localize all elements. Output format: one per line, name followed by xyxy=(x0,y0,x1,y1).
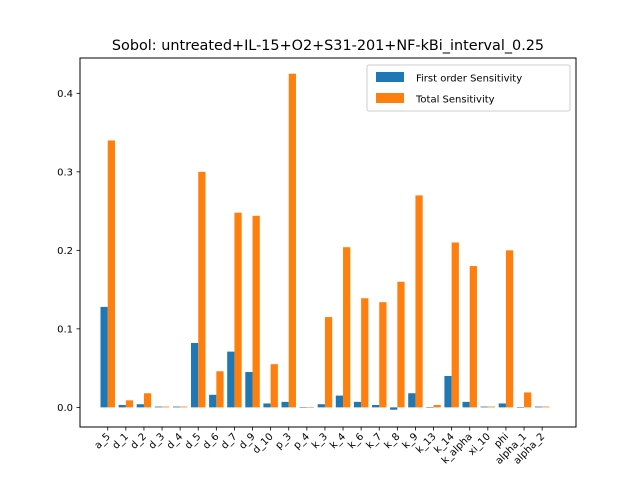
bar-total-d-2 xyxy=(143,393,152,408)
bar-first-order-d-7 xyxy=(227,351,235,408)
legend-swatch-first-order xyxy=(376,72,404,82)
bar-first-order-k-4 xyxy=(335,395,344,408)
y-tick-label: 0.1 xyxy=(57,324,73,335)
bar-total-p-3 xyxy=(288,73,296,408)
x-tick-label-k-8: k_8 xyxy=(383,431,403,451)
bar-first-order-k-14 xyxy=(444,375,452,408)
y-tick-label: 0.4 xyxy=(57,89,73,100)
bar-total-a-5 xyxy=(107,140,115,408)
bar-total-phi xyxy=(505,250,514,408)
legend-box xyxy=(366,64,571,112)
x-tick-label-d-10: d_10 xyxy=(251,431,276,456)
bar-total-d-5 xyxy=(198,171,206,408)
bar-total-d-4 xyxy=(180,406,188,408)
bar-first-order-d-1 xyxy=(118,405,126,408)
bar-total-p-4 xyxy=(306,407,315,408)
bars-group xyxy=(100,73,550,410)
bar-total-k-3 xyxy=(324,317,333,408)
bar-first-order-k-9 xyxy=(408,393,416,408)
x-tick-label-k-13: k_13 xyxy=(414,431,438,455)
bar-first-order-a-5 xyxy=(100,306,108,408)
bar-first-order-p-4 xyxy=(299,407,307,408)
y-tick-label: 0.3 xyxy=(57,167,73,178)
bar-first-order-alpha-1 xyxy=(516,407,525,408)
x-tick-label-d-1: d_1 xyxy=(111,431,131,451)
x-tick-label-k-4: k_4 xyxy=(328,431,348,451)
bar-total-k-9 xyxy=(415,195,423,408)
bar-first-order-k-13 xyxy=(426,407,434,408)
bar-total-d-3 xyxy=(162,406,170,408)
bar-first-order-d-6 xyxy=(209,394,217,408)
bar-first-order-d-3 xyxy=(154,406,163,408)
bar-first-order-d-9 xyxy=(245,372,253,408)
x-tick-label-k-7: k_7 xyxy=(364,431,384,451)
x-tick-label-k-3: k_3 xyxy=(310,431,330,451)
legend: First order Sensitivity Total Sensitivity xyxy=(366,64,571,112)
plot-frame xyxy=(79,57,577,428)
x-axis: a_5d_1d_2d_3d_4d_5d_6d_7d_9d_10p_3p_4k_3… xyxy=(93,427,547,467)
bar-first-order-d-5 xyxy=(191,342,199,408)
bar-first-order-k-8 xyxy=(390,407,398,410)
bar-total-k-8 xyxy=(397,281,405,408)
bar-first-order-k-3 xyxy=(317,404,325,408)
x-tick-label-k-6: k_6 xyxy=(346,431,366,451)
x-tick-label-d-5: d_5 xyxy=(183,431,203,451)
bar-total-d-1 xyxy=(125,400,134,408)
x-tick-label-d-4: d_4 xyxy=(165,431,185,451)
bar-first-order-phi xyxy=(498,403,506,408)
y-tick-label: 0.2 xyxy=(57,246,73,257)
x-tick-label-d-3: d_3 xyxy=(147,431,167,451)
bar-total-k-14 xyxy=(451,242,459,408)
bar-total-d-6 xyxy=(216,371,224,408)
bar-first-order-d-2 xyxy=(136,404,144,408)
legend-label-total: Total Sensitivity xyxy=(415,95,495,106)
legend-swatch-total xyxy=(376,93,404,103)
bar-first-order-k-7 xyxy=(372,405,380,408)
x-tick-label-d-6: d_6 xyxy=(201,431,221,451)
x-tick-label-a-5: a_5 xyxy=(93,431,113,451)
bar-first-order-p-3 xyxy=(281,401,289,408)
bar-first-order-d-4 xyxy=(172,406,181,408)
bar-first-order-xi-10 xyxy=(480,406,488,408)
bar-total-k-13 xyxy=(433,405,441,408)
chart-title: Sobol: untreated+IL-15+O2+S31-201+NF-kBi… xyxy=(112,38,544,54)
bar-total-d-7 xyxy=(234,212,242,408)
x-tick-label-d-7: d_7 xyxy=(219,431,239,451)
bar-total-k-alpha xyxy=(469,266,477,408)
x-tick-label-p-3: p_3 xyxy=(274,431,294,451)
bar-total-k-6 xyxy=(361,298,369,408)
x-tick-label-d-2: d_2 xyxy=(129,431,149,451)
bar-total-alpha-2 xyxy=(542,406,550,408)
y-axis: 0.0 0.1 0.2 0.3 0.4 xyxy=(57,89,80,414)
bar-first-order-k-6 xyxy=(353,401,362,408)
bar-total-alpha-1 xyxy=(524,392,532,408)
bar-total-xi-10 xyxy=(487,406,496,408)
bar-total-k-7 xyxy=(379,302,387,408)
legend-label-first-order: First order Sensitivity xyxy=(416,74,522,85)
y-tick-label: 0.0 xyxy=(57,403,73,414)
bar-first-order-k-alpha xyxy=(462,401,470,408)
bar-total-d-10 xyxy=(270,364,278,408)
bar-total-k-4 xyxy=(343,247,351,408)
x-tick-label-p-4: p_4 xyxy=(292,431,312,451)
bar-first-order-d-10 xyxy=(263,403,271,408)
bar-first-order-alpha-2 xyxy=(534,406,543,408)
bar-total-d-9 xyxy=(252,215,260,408)
